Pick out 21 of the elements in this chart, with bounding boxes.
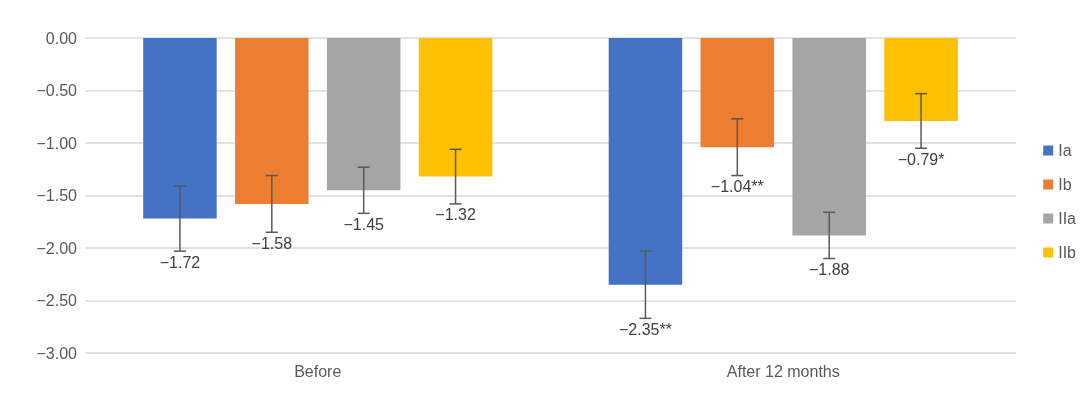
data-label: −0.79* [897, 150, 945, 168]
x-tick-label: Before [294, 362, 342, 380]
data-label: −1.32 [435, 206, 476, 224]
y-tick-label: 0.00 [45, 29, 78, 47]
data-label: −1.04** [710, 178, 764, 196]
data-label: −1.45 [343, 215, 385, 233]
x-tick-label: After 12 months [726, 362, 840, 380]
legend-label: IIb [1058, 244, 1077, 261]
legend-label: Ib [1058, 176, 1072, 193]
data-label: −2.35** [618, 320, 672, 338]
y-tick-label: −2.00 [36, 239, 78, 257]
data-label: −1.58 [251, 234, 293, 252]
legend-label: Ia [1058, 142, 1072, 159]
data-label: −1.88 [808, 261, 850, 278]
data-label: −1.72 [159, 253, 201, 271]
y-tick-label: −1.50 [36, 187, 78, 204]
y-tick-label: −3.00 [36, 344, 78, 362]
y-tick-label: −1.00 [36, 134, 78, 152]
y-tick-label: −0.50 [36, 82, 78, 99]
legend-label: IIa [1058, 210, 1077, 227]
y-tick-label: −2.50 [36, 292, 78, 309]
